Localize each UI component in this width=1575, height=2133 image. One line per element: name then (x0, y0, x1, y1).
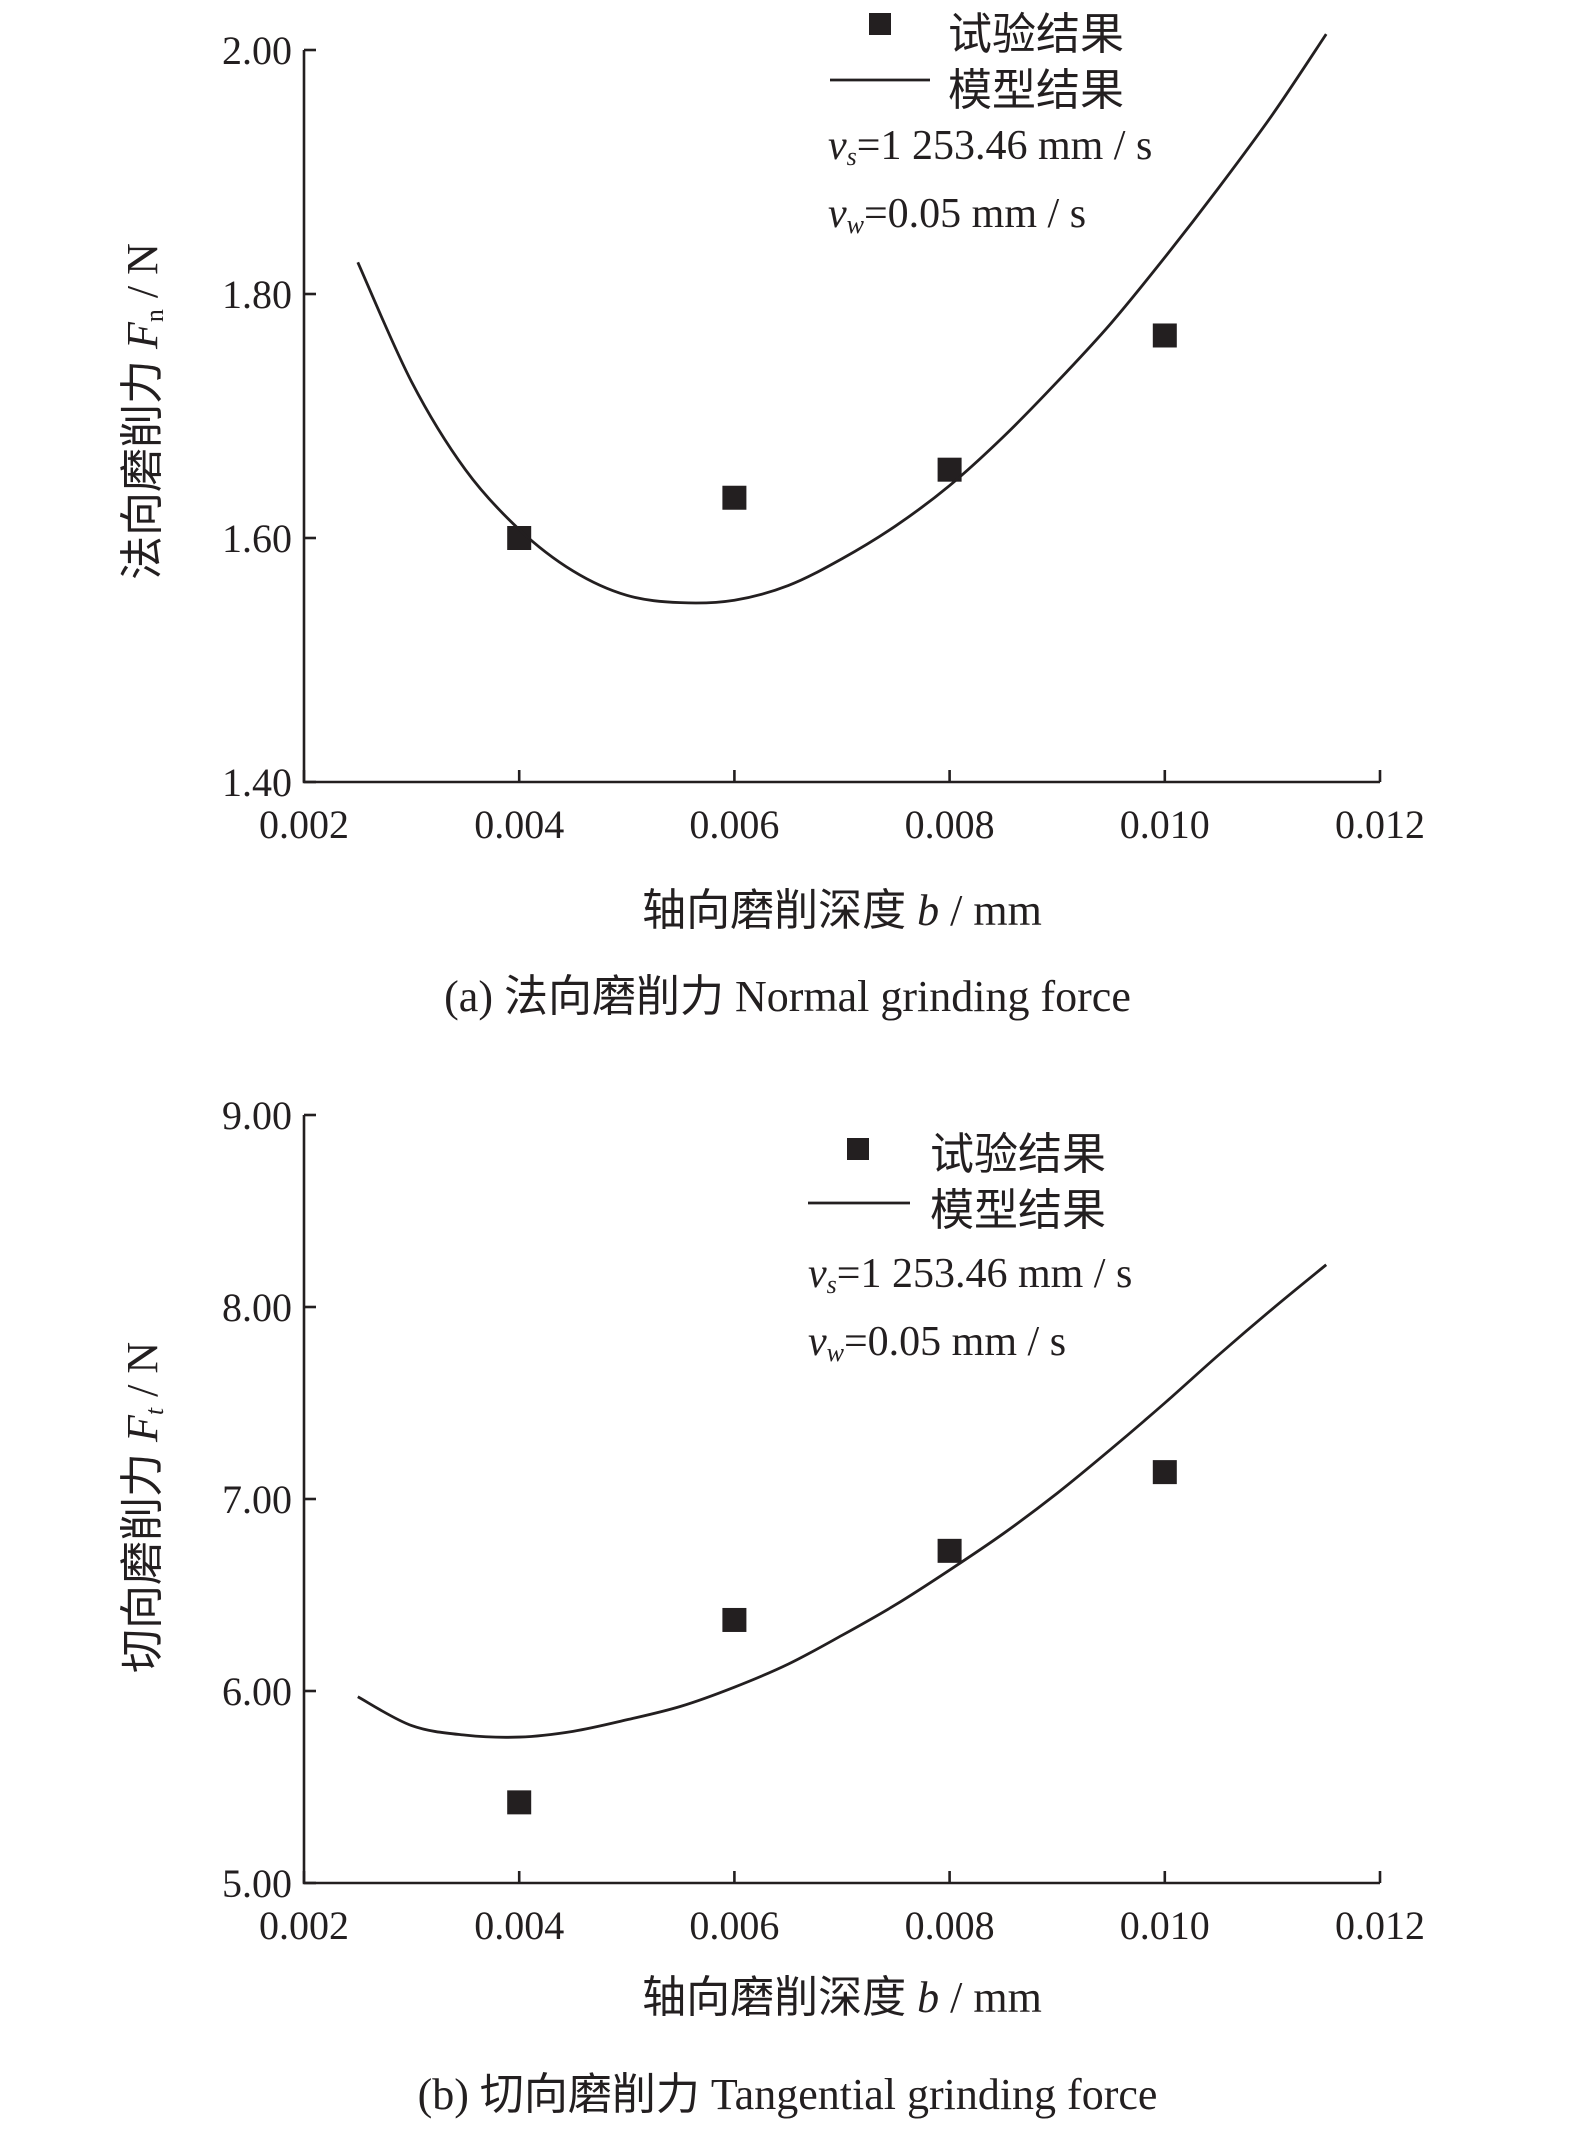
y-tick-label: 5.00 (222, 1861, 292, 1906)
param-b-vw-var: v (808, 1319, 827, 1365)
x-tick-label: 0.008 (905, 802, 995, 847)
y-axis-label-b-unit: / N (118, 1341, 167, 1408)
y-tick-label: 7.00 (222, 1477, 292, 1522)
y-tick-label: 1.60 (222, 516, 292, 561)
x-axis-label-a-unit: / mm (939, 886, 1042, 935)
data-point-marker (722, 485, 747, 510)
chart-b-plot: 0.002 0.004 0.006 0.008 0.010 0.012 5.00 6.00 7.… (222, 1093, 1425, 1948)
x-axis-label-a: 轴向磨削深度 b / mm (302, 874, 1382, 938)
x-axis-label-b-text: 轴向磨削深度 (642, 1973, 907, 2022)
x-tick-label: 0.012 (1335, 802, 1425, 847)
y-tick-label: 2.00 (222, 28, 292, 73)
param-b-vs-var: v (808, 1251, 827, 1297)
param-b-vw-value: =0.05 mm / s (844, 1319, 1067, 1365)
y-axis-label-b-text: 切向磨削力 (118, 1453, 167, 1673)
y-tick-label: 8.00 (222, 1285, 292, 1330)
x-axis-label-a-var: b (917, 886, 940, 935)
legend-marker-symbol (869, 13, 891, 35)
model-curve (356, 33, 1328, 605)
x-tick-label: 0.002 (259, 802, 349, 847)
legend-a-line-label: 模型结果 (948, 66, 1124, 115)
param-a-vs-var: v (828, 123, 847, 169)
param-b-vw: vw=0.05 mm / s (808, 1318, 1066, 1368)
param-a-vs: vs=1 253.46 mm / s (828, 122, 1152, 172)
y-axis-label-a: 法向磨削力 Fn / N (106, 243, 170, 580)
legend-b-line-label: 模型结果 (930, 1186, 1106, 1235)
x-axis-label-a-text: 轴向磨削深度 (642, 886, 907, 935)
y-axis-label-a-var: F (118, 322, 167, 349)
y-tick-label: 1.80 (222, 272, 292, 317)
param-b-vs-sub: s (826, 1270, 837, 1299)
x-tick-label: 0.006 (689, 1903, 779, 1948)
caption-a: (a) 法向磨削力 Normal grinding force (444, 972, 1131, 1021)
x-axis-label-b-unit: / mm (939, 1973, 1042, 2022)
y-axis-label-a-sub: n (140, 309, 169, 323)
data-point-marker (722, 1607, 747, 1632)
param-a-vw-sub: w (846, 210, 864, 239)
y-tick-label: 9.00 (222, 1093, 292, 1138)
x-axis-label-b-var: b (917, 1973, 940, 2022)
y-axis-label-b-sub: t (140, 1407, 169, 1416)
y-tick-label: 1.40 (222, 760, 292, 805)
x-tick-label: 0.008 (905, 1903, 995, 1948)
chart-a-plot: 0.002 0.004 0.006 0.008 0.010 0.012 1.40 1.60 1.… (222, 13, 1425, 847)
y-tick-label: 6.00 (222, 1669, 292, 1714)
param-a-vw-var: v (828, 191, 847, 237)
x-tick-label: 0.006 (689, 802, 779, 847)
data-point-marker (1152, 1460, 1177, 1485)
param-b-vs: vs=1 253.46 mm / s (808, 1250, 1132, 1300)
caption-b: (b) 切向磨削力 Tangential grinding force (417, 2070, 1158, 2119)
y-axis-label-b-var: F (118, 1415, 167, 1442)
param-a-vw: vw=0.05 mm / s (828, 190, 1086, 240)
x-tick-label: 0.012 (1335, 1903, 1425, 1948)
param-a-vs-value: =1 253.46 mm / s (856, 123, 1153, 169)
y-axis-label-a-text: 法向磨削力 (118, 360, 167, 580)
y-axis-label-b: 切向磨削力 Ft / N (106, 1342, 170, 1673)
data-point-marker (507, 1790, 532, 1815)
legend-a-points-label: 试验结果 (948, 10, 1124, 59)
x-tick-label: 0.002 (259, 1903, 349, 1948)
x-tick-label: 0.010 (1120, 1903, 1210, 1948)
param-a-vs-sub: s (846, 142, 857, 171)
x-tick-label: 0.004 (474, 1903, 564, 1948)
data-point-marker (1152, 323, 1177, 348)
param-b-vw-sub: w (826, 1338, 844, 1367)
axes-frame (302, 1115, 1380, 1885)
data-point-marker (937, 1538, 962, 1563)
figure-b: 0.002 0.004 0.006 0.008 0.010 0.012 5.00 6.00 7.… (0, 1073, 1575, 2133)
legend-b-points-label: 试验结果 (930, 1130, 1106, 1179)
figure-a: 0.002 0.004 0.006 0.008 0.010 0.012 1.40 1.60 1.… (0, 0, 1575, 1060)
x-tick-label: 0.010 (1120, 802, 1210, 847)
legend-marker-symbol (847, 1138, 869, 1160)
x-axis-label-b: 轴向磨削深度 b / mm (302, 1961, 1382, 2025)
param-b-vs-value: =1 253.46 mm / s (836, 1251, 1133, 1297)
model-curve (357, 1263, 1328, 1739)
x-tick-label: 0.004 (474, 802, 564, 847)
param-a-vw-value: =0.05 mm / s (864, 191, 1087, 237)
y-axis-label-a-unit: / N (118, 243, 167, 310)
